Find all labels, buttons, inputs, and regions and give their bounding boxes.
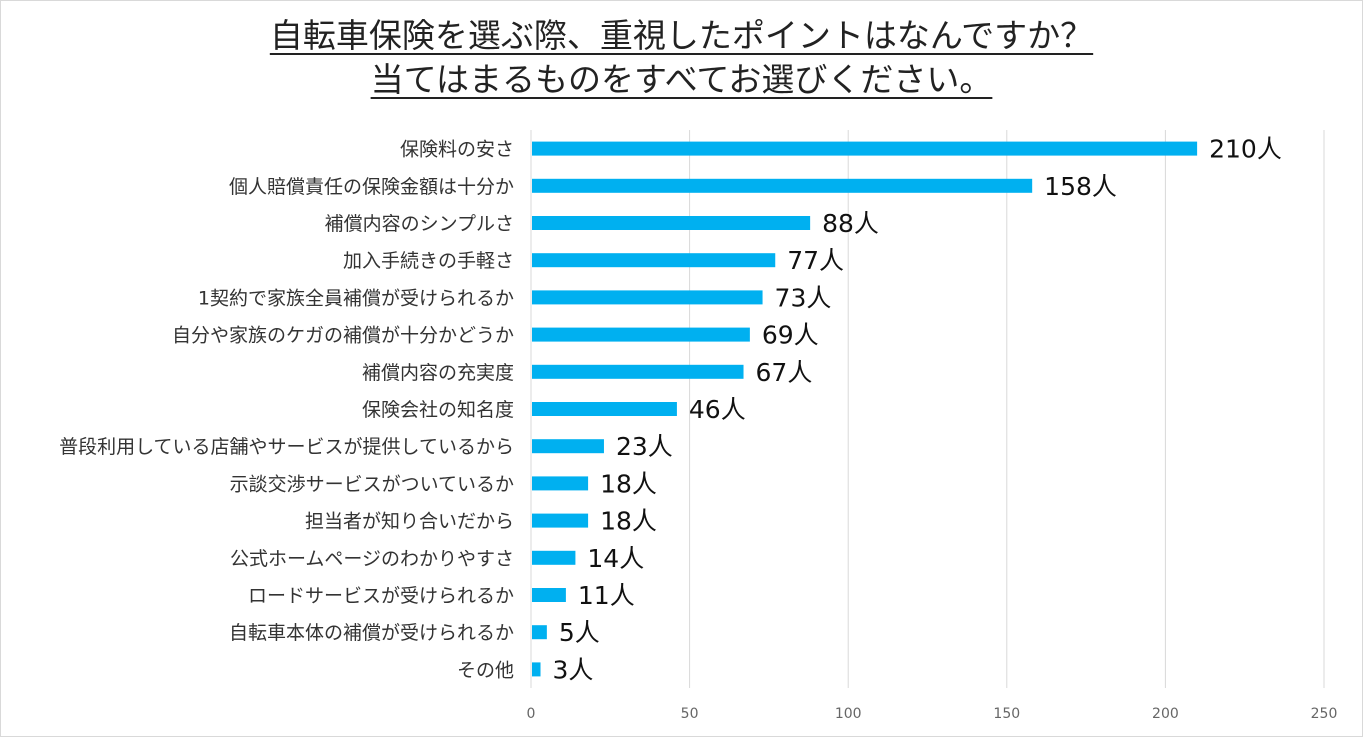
x-tick-label: 250: [1311, 706, 1338, 722]
category-label: 公式ホームページのわかりやすさ: [230, 548, 514, 570]
data-label: 11人: [578, 581, 635, 610]
chart-title-line-2: 当てはまるものをすべてお選びください。: [370, 60, 993, 99]
bar: [532, 662, 541, 677]
category-label: 1契約で家族全員補償が受けられるか: [198, 287, 514, 309]
data-label: 23人: [616, 432, 673, 461]
data-label: 88人: [822, 209, 879, 238]
bar: [532, 178, 1033, 193]
category-label: 補償内容のシンプルさ: [325, 213, 514, 235]
data-label: 18人: [600, 507, 657, 536]
category-label: 個人賠償責任の保険金額は十分か: [229, 176, 514, 198]
category-label: 担当者が知り合いだから: [305, 511, 514, 533]
data-label: 18人: [600, 469, 657, 498]
bar: [532, 290, 763, 305]
category-label: 示談交渉サービスがついているか: [230, 473, 514, 495]
bar: [532, 439, 604, 454]
x-tick-label: 200: [1152, 706, 1179, 722]
data-label: 14人: [587, 544, 644, 573]
data-label: 3人: [553, 655, 594, 684]
bar: [532, 216, 811, 230]
bar: [532, 141, 1198, 156]
bar: [532, 476, 589, 491]
data-label: 67人: [756, 358, 813, 387]
category-label: 自分や家族のケガの補償が十分かどうか: [172, 325, 514, 347]
bar: [532, 364, 744, 379]
category-label: 補償内容の充実度: [362, 362, 514, 384]
data-label: 210人: [1209, 135, 1282, 164]
chart-title-line-1: 自転車保険を選ぶ際、重視したポイントはなんですか？: [269, 16, 1094, 55]
category-label: ロードサービスが受けられるか: [248, 585, 514, 607]
category-label: 保険料の安さ: [400, 139, 514, 161]
x-tick-label: 150: [993, 706, 1020, 722]
bar: [532, 327, 750, 342]
bar: [532, 402, 677, 416]
data-label: 46人: [689, 395, 746, 424]
bar: [532, 625, 547, 640]
x-tick-label: 50: [681, 706, 699, 722]
data-label: 69人: [762, 321, 819, 350]
data-label: 77人: [787, 246, 844, 275]
category-label: その他: [457, 659, 514, 681]
x-tick-label: 100: [835, 706, 862, 722]
data-label: 73人: [775, 283, 832, 312]
data-label: 158人: [1044, 172, 1117, 201]
data-label: 5人: [559, 618, 600, 647]
bar: [532, 550, 576, 565]
category-label: 普段利用している店舗やサービスが提供しているから: [59, 436, 514, 458]
category-label: 保険会社の知名度: [362, 399, 514, 421]
x-tick-label: 0: [527, 706, 536, 722]
bar: [532, 513, 589, 528]
bar: [532, 588, 566, 602]
category-label: 加入手続きの手軽さ: [343, 250, 514, 272]
category-label: 自転車本体の補償が受けられるか: [229, 622, 514, 644]
bar: [532, 253, 776, 268]
chart-title: 自転車保険を選ぶ際、重視したポイントはなんですか？ 当てはまるものをすべてお選び…: [0, 14, 1363, 102]
